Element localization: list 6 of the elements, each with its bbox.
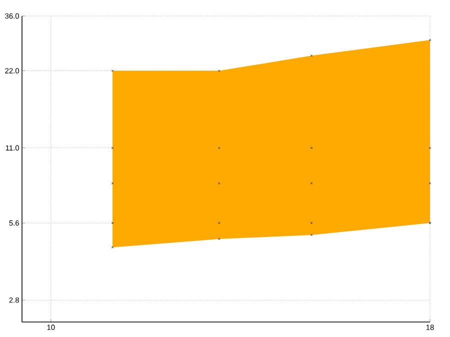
point: [111, 146, 114, 150]
point: [310, 222, 313, 224]
point: [310, 234, 313, 236]
point: [428, 146, 432, 150]
point: [428, 38, 432, 42]
point: [310, 146, 313, 150]
